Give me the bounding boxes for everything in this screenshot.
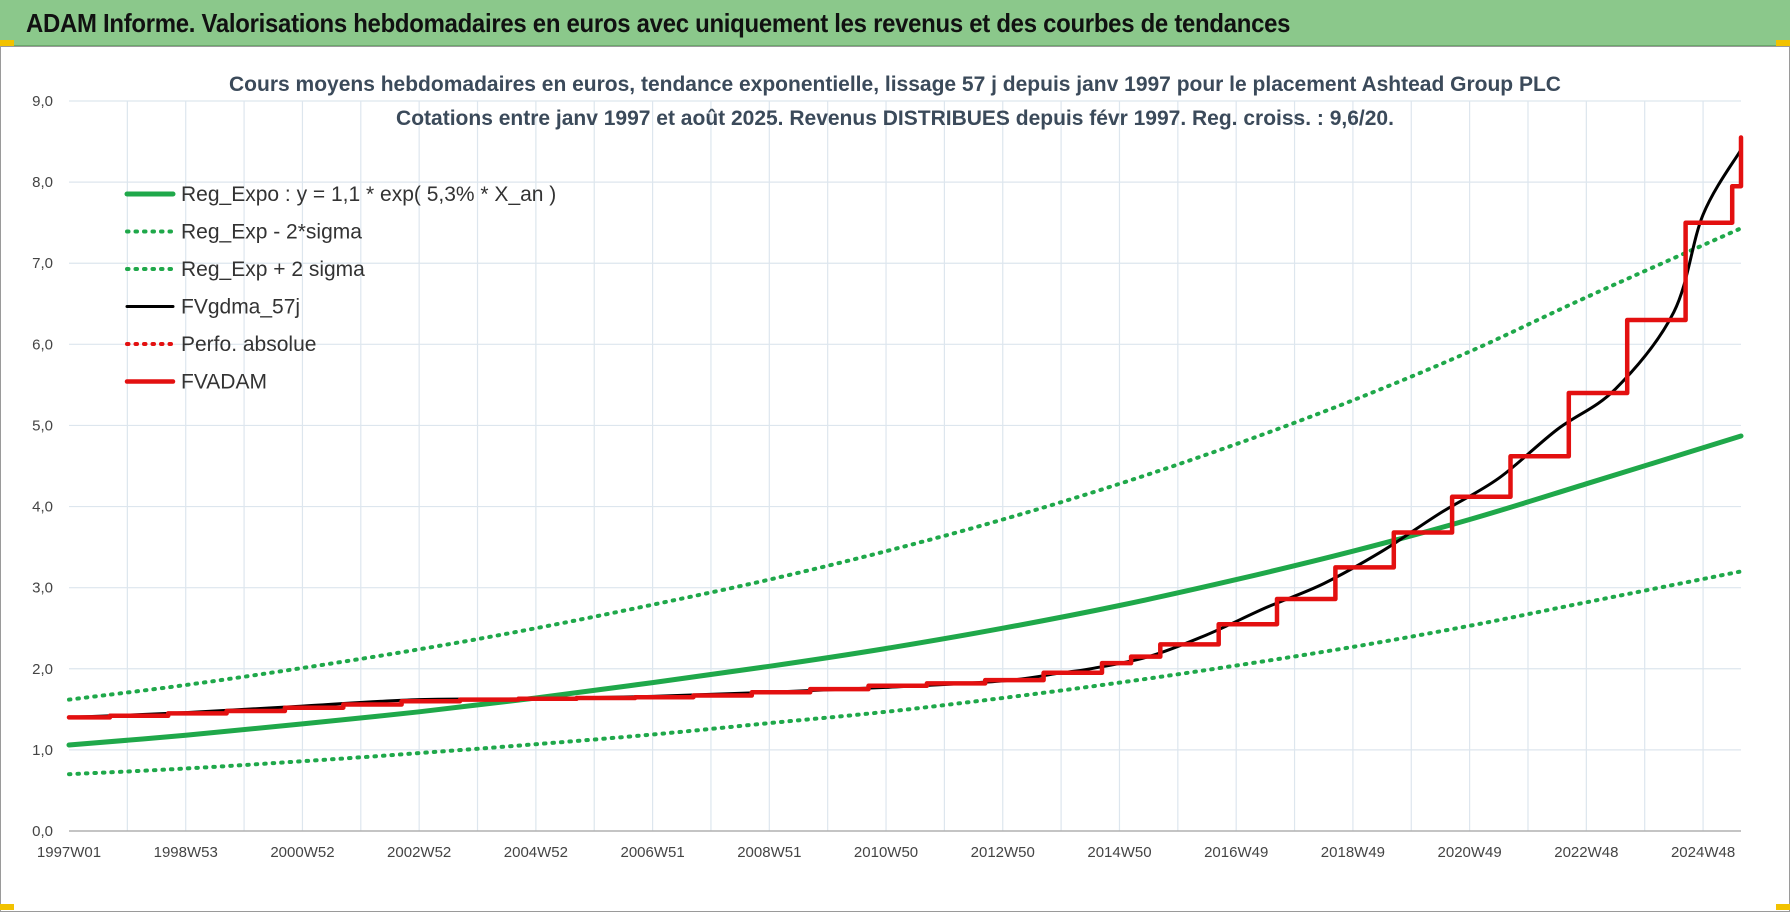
series-line-0 (66, 433, 1744, 748)
corner-mark-bottom-right (1776, 904, 1790, 910)
chart-title-line-2: Cotations entre janv 1997 et août 2025. … (396, 107, 1394, 130)
legend-label-2: Reg_Exp + 2 sigma (181, 258, 365, 281)
y-tick-label: 0,0 (32, 823, 53, 840)
series-line-1 (67, 569, 1743, 777)
x-tick-label: 2008W51 (737, 844, 801, 861)
series (66, 135, 1744, 777)
x-tick-label: 2016W49 (1204, 844, 1268, 861)
legend-label-0: Reg_Expo : y = 1,1 * exp( 5,3% * X_an ) (181, 183, 556, 206)
x-tick-label: 2020W49 (1438, 844, 1502, 861)
x-tick-label: 2010W50 (854, 844, 918, 861)
x-tick-label: 2012W50 (971, 844, 1035, 861)
y-tick-label: 1,0 (32, 742, 53, 759)
legend-label-5: FVADAM (181, 371, 267, 394)
series-line-5 (66, 135, 1744, 720)
corner-mark-bottom-left (0, 904, 14, 910)
x-tick-labels: 1997W01 1998W53 2000W52 2002W52 2004W52 2006W… (37, 844, 1735, 861)
corner-mark-top-right (1776, 40, 1790, 46)
y-tick-label: 6,0 (32, 336, 53, 353)
x-tick-label: 2000W52 (270, 844, 334, 861)
chart: Cours moyens hebdomadaires en euros, ten… (32, 73, 1744, 861)
y-tick-label: 7,0 (32, 255, 53, 272)
y-tick-labels: 0,0 1,0 2,0 3,0 4,0 5,0 6,0 7,0 8,0 9,0 (32, 93, 53, 840)
chart-frame: Cours moyens hebdomadaires en euros, ten… (0, 46, 1790, 912)
x-tick-label: 2022W48 (1554, 844, 1618, 861)
y-tick-label: 2,0 (32, 661, 53, 678)
y-tick-label: 9,0 (32, 93, 53, 110)
legend-label-1: Reg_Exp - 2*sigma (181, 221, 362, 244)
y-tick-label: 8,0 (32, 174, 53, 191)
x-tick-label: 1998W53 (154, 844, 218, 861)
x-tick-label: 2004W52 (504, 844, 568, 861)
y-tick-label: 5,0 (32, 417, 53, 434)
chart-title-line-1: Cours moyens hebdomadaires en euros, ten… (229, 73, 1561, 96)
legend: Reg_Expo : y = 1,1 * exp( 5,3% * X_an ) R… (124, 183, 556, 394)
x-tick-label: 2018W49 (1321, 844, 1385, 861)
y-tick-label: 4,0 (32, 499, 53, 516)
series-line-2 (67, 226, 1743, 702)
x-tick-label: 2024W48 (1671, 844, 1735, 861)
x-tick-label: 1997W01 (37, 844, 101, 861)
legend-label-4: Perfo. absolue (181, 333, 316, 356)
x-tick-label: 2014W50 (1087, 844, 1151, 861)
report-header: ADAM Informe. Valorisations hebdomadaire… (0, 0, 1790, 46)
legend-label-3: FVgdma_57j (181, 296, 300, 319)
x-tick-label: 2002W52 (387, 844, 451, 861)
corner-mark-top-left (0, 40, 14, 46)
report-title: ADAM Informe. Valorisations hebdomadaire… (26, 8, 1291, 38)
y-tick-label: 3,0 (32, 580, 53, 597)
x-tick-label: 2006W51 (620, 844, 684, 861)
